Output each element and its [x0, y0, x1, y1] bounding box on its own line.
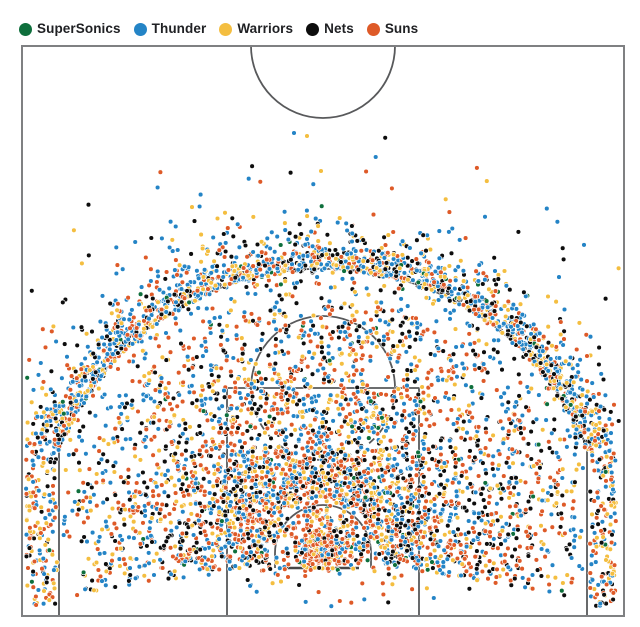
legend-label-nets: Nets — [324, 21, 354, 36]
legend-item-thunder: Thunder — [133, 20, 207, 38]
legend-swatch-thunder-icon — [133, 22, 147, 36]
legend-label-supersonics: SuperSonics — [37, 21, 121, 36]
center-circle-line — [250, 45, 396, 119]
legend-swatch-nets-icon — [306, 22, 320, 36]
legend-swatch-warriors-icon — [219, 22, 233, 36]
shot-dots — [23, 135, 622, 609]
legend-item-warriors: Warriors — [219, 20, 293, 38]
legend-item-nets: Nets — [306, 20, 354, 38]
legend-item-supersonics: SuperSonics — [19, 20, 121, 38]
legend-item-suns: Suns — [366, 20, 419, 38]
legend-label-warriors: Warriors — [237, 21, 294, 36]
legend-label-thunder: Thunder — [151, 21, 207, 36]
outlier-dots — [291, 130, 324, 174]
legend-label-suns: Suns — [384, 21, 419, 36]
legend-swatch-suns-icon — [366, 22, 380, 36]
chart-legend: SuperSonics Thunder Warriors Nets Suns — [19, 20, 418, 38]
court-boundary — [21, 45, 625, 617]
legend-swatch-supersonics-icon — [19, 22, 32, 36]
